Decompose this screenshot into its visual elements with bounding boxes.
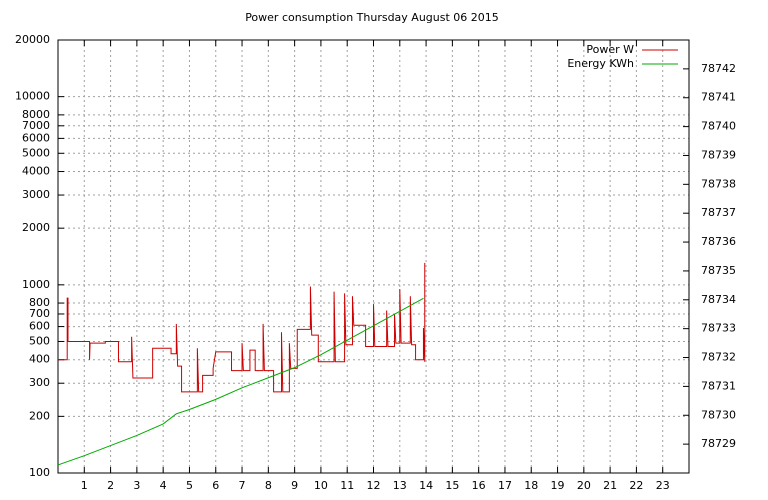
y2-tick-label: 78734: [701, 293, 736, 306]
x-tick-label: 2: [107, 479, 114, 492]
x-tick-label: 19: [551, 479, 565, 492]
y-tick-label: 100: [29, 466, 50, 479]
x-tick-label: 6: [212, 479, 219, 492]
y-tick-label: 6000: [22, 131, 50, 144]
x-tick-label: 4: [160, 479, 167, 492]
y2-tick-label: 78740: [701, 120, 736, 133]
x-tick-label: 20: [577, 479, 591, 492]
y2-tick-label: 78739: [701, 148, 736, 161]
y-tick-label: 800: [29, 296, 50, 309]
x-tick-label: 21: [603, 479, 617, 492]
legend-label: Energy KWh: [567, 57, 634, 70]
y-tick-label: 3000: [22, 188, 50, 201]
x-tick-label: 23: [656, 479, 670, 492]
x-tick-label: 9: [291, 479, 298, 492]
y-tick-label: 8000: [22, 108, 50, 121]
x-tick-label: 15: [445, 479, 459, 492]
x-tick-label: 7: [239, 479, 246, 492]
y-tick-label: 7000: [22, 119, 50, 132]
y2-tick-label: 78731: [701, 379, 736, 392]
y2-tick-label: 78737: [701, 206, 736, 219]
y-tick-label: 2000: [22, 221, 50, 234]
x-tick-label: 12: [367, 479, 381, 492]
y2-tick-label: 78742: [701, 62, 736, 75]
y2-tick-label: 78730: [701, 408, 736, 421]
y-tick-label: 400: [29, 353, 50, 366]
legend-label: Power W: [586, 43, 634, 56]
y-tick-label: 4000: [22, 165, 50, 178]
x-tick-label: 13: [393, 479, 407, 492]
x-tick-label: 11: [340, 479, 354, 492]
x-tick-label: 8: [265, 479, 272, 492]
y-tick-label: 600: [29, 320, 50, 333]
plot-frame: [57, 39, 690, 474]
y2-tick-label: 78732: [701, 351, 736, 364]
y-tick-label: 700: [29, 307, 50, 320]
y-tick-label: 500: [29, 334, 50, 347]
x-tick-label: 1: [81, 479, 88, 492]
x-tick-label: 5: [186, 479, 193, 492]
y-tick-label: 10000: [15, 90, 50, 103]
y-tick-label: 1000: [22, 278, 50, 291]
series-line: [57, 297, 424, 466]
x-tick-label: 16: [472, 479, 486, 492]
x-tick-label: 18: [524, 479, 538, 492]
y2-tick-label: 78738: [701, 177, 736, 190]
y2-tick-label: 78733: [701, 322, 736, 335]
y-tick-label: 200: [29, 409, 50, 422]
y-tick-label: 20000: [15, 33, 50, 46]
x-tick-label: 3: [133, 479, 140, 492]
x-tick-label: 22: [629, 479, 643, 492]
y2-tick-label: 78736: [701, 235, 736, 248]
y2-tick-label: 78741: [701, 91, 736, 104]
y2-tick-label: 78729: [701, 437, 736, 450]
chart-title: Power consumption Thursday August 06 201…: [245, 11, 499, 24]
y2-tick-label: 78735: [701, 264, 736, 277]
x-tick-label: 14: [419, 479, 433, 492]
series-line: [58, 262, 426, 393]
y-tick-label: 5000: [22, 146, 50, 159]
y-tick-label: 300: [29, 376, 50, 389]
x-tick-label: 17: [498, 479, 512, 492]
x-tick-label: 10: [314, 479, 328, 492]
